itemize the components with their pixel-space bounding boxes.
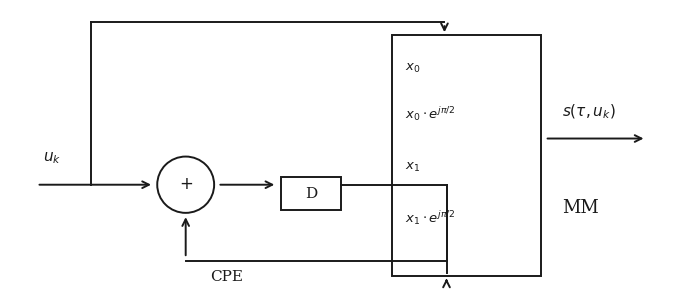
Ellipse shape (157, 157, 214, 213)
Text: MM: MM (561, 199, 598, 217)
Bar (281, 177, 342, 210)
Text: $x_0 \cdot e^{j\pi/2}$: $x_0 \cdot e^{j\pi/2}$ (404, 106, 455, 123)
Text: $x_1 \cdot e^{j\pi/2}$: $x_1 \cdot e^{j\pi/2}$ (404, 209, 455, 227)
Text: $x_1$: $x_1$ (404, 161, 419, 174)
Text: D: D (305, 187, 317, 201)
Text: $+$: $+$ (179, 176, 193, 193)
Text: CPE: CPE (210, 270, 243, 284)
Text: $u_k$: $u_k$ (44, 150, 61, 166)
Bar (392, 35, 542, 276)
Text: $x_0$: $x_0$ (404, 62, 420, 75)
Text: $s(\tau, u_k)$: $s(\tau, u_k)$ (561, 103, 615, 121)
